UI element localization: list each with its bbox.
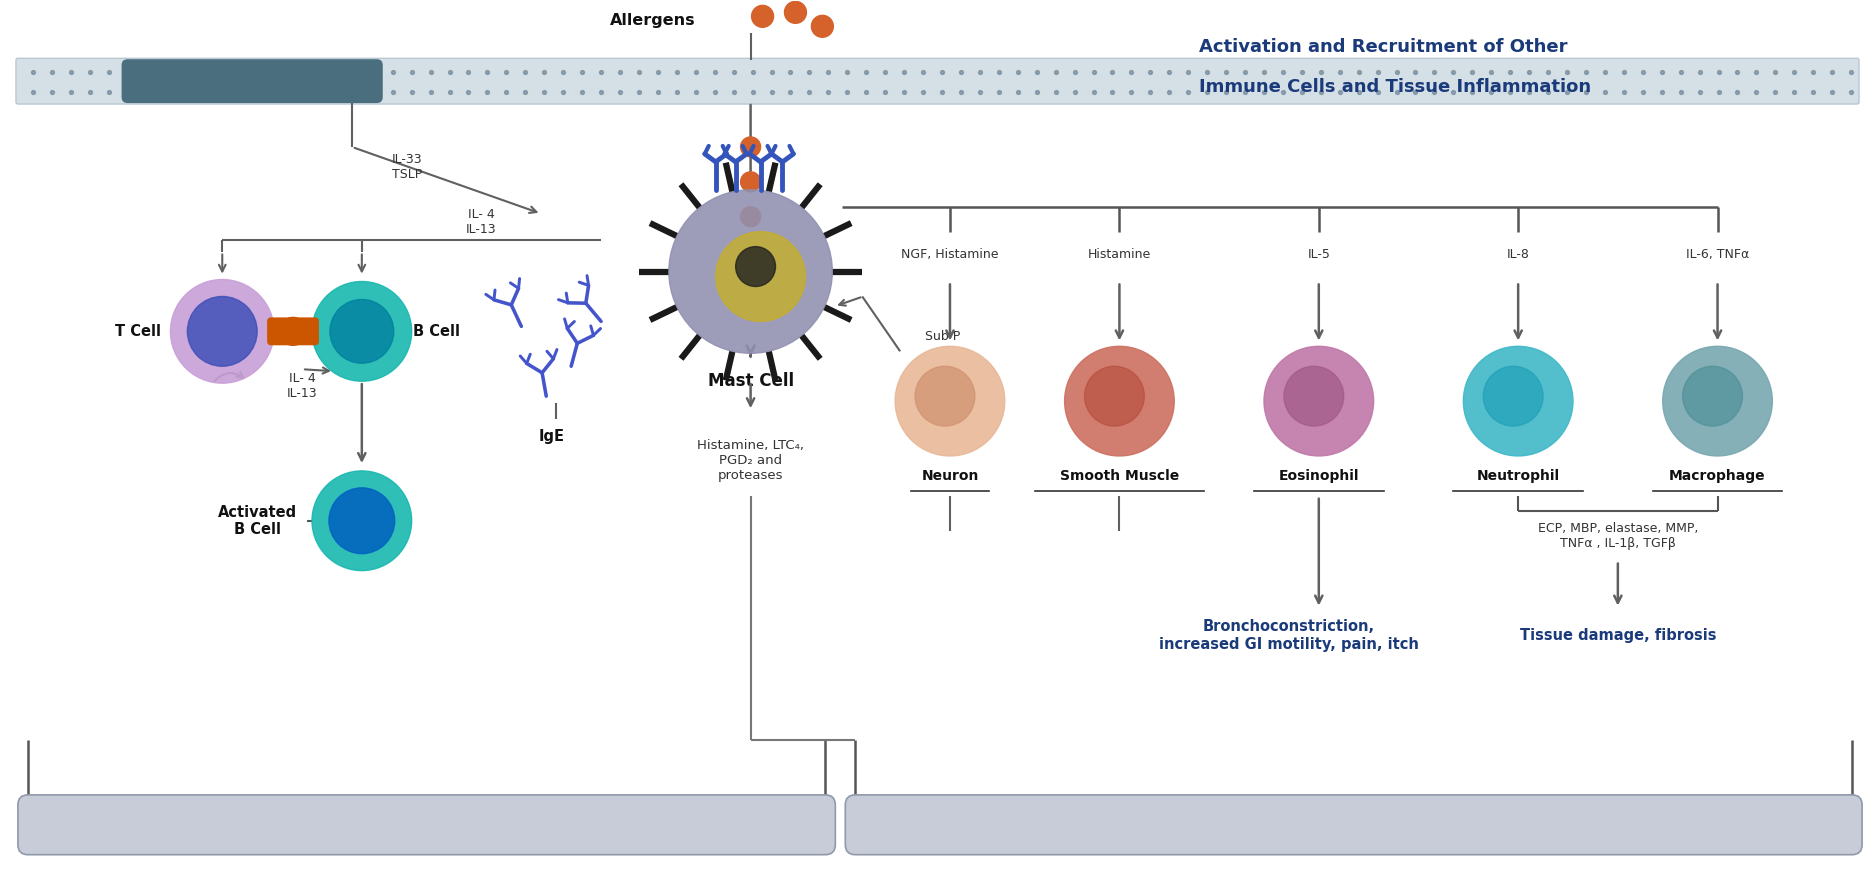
Circle shape (1064, 346, 1174, 456)
Circle shape (670, 189, 833, 353)
Circle shape (717, 232, 805, 322)
Circle shape (1084, 366, 1144, 426)
Text: Macrophage: Macrophage (1670, 469, 1765, 483)
Text: Sub P: Sub P (925, 329, 961, 343)
Text: Histamine, LTC₄,
PGD₂ and
proteases: Histamine, LTC₄, PGD₂ and proteases (698, 440, 805, 483)
Text: Allergens: Allergens (610, 13, 696, 28)
Circle shape (328, 488, 394, 553)
Circle shape (280, 317, 308, 345)
Text: Mast Cell: Mast Cell (707, 372, 794, 390)
Text: Eosinophil: Eosinophil (1279, 469, 1358, 483)
Text: Histamine: Histamine (1088, 248, 1152, 261)
Text: IgE: IgE (538, 428, 565, 443)
Text: Neuron: Neuron (921, 469, 979, 483)
FancyBboxPatch shape (266, 317, 319, 345)
Circle shape (1463, 346, 1572, 456)
Circle shape (1662, 346, 1773, 456)
Circle shape (1484, 366, 1544, 426)
FancyBboxPatch shape (15, 58, 1859, 104)
FancyBboxPatch shape (122, 59, 383, 103)
Circle shape (752, 5, 773, 27)
Text: Smooth Muscle: Smooth Muscle (1060, 469, 1178, 483)
Text: Activation and Recruitment of Other: Activation and Recruitment of Other (1199, 38, 1568, 56)
Text: IL-8: IL-8 (1506, 248, 1529, 261)
Text: SENSITIZATION: SENSITIZATION (362, 818, 492, 833)
Text: Activated
B Cell: Activated B Cell (218, 505, 296, 537)
Circle shape (741, 172, 760, 192)
Text: ACUTE AND CHRONIC INFLAMMATION: ACUTE AND CHRONIC INFLAMMATION (1193, 818, 1514, 833)
Circle shape (311, 282, 411, 381)
Circle shape (812, 15, 833, 37)
Circle shape (741, 137, 760, 157)
Circle shape (1683, 366, 1743, 426)
Circle shape (915, 366, 976, 426)
Circle shape (188, 296, 257, 366)
Text: B Cell: B Cell (413, 324, 460, 339)
Text: IL- 4
IL-13: IL- 4 IL-13 (287, 372, 317, 400)
Text: Bronchoconstriction,
increased GI motility, pain, itch: Bronchoconstriction, increased GI motili… (1159, 619, 1418, 652)
Circle shape (1264, 346, 1373, 456)
Circle shape (311, 471, 411, 571)
Circle shape (784, 2, 807, 23)
Circle shape (741, 207, 760, 226)
Text: ECP, MBP, elastase, MMP,
TNFα , IL-1β, TGFβ: ECP, MBP, elastase, MMP, TNFα , IL-1β, T… (1538, 522, 1698, 550)
Circle shape (1283, 366, 1343, 426)
Circle shape (895, 346, 1006, 456)
Text: Tissue damage, fibrosis: Tissue damage, fibrosis (1520, 628, 1717, 643)
Text: IL- 4
IL-13: IL- 4 IL-13 (465, 208, 497, 236)
Text: IL-6, TNFα: IL-6, TNFα (1687, 248, 1748, 261)
Text: T Cell: T Cell (114, 324, 161, 339)
Circle shape (330, 300, 394, 363)
Text: Epithelium: Epithelium (203, 72, 302, 90)
Circle shape (735, 247, 775, 286)
Circle shape (171, 279, 274, 383)
Text: NGF, Histamine: NGF, Histamine (900, 248, 998, 261)
FancyBboxPatch shape (846, 795, 1863, 855)
FancyBboxPatch shape (19, 795, 835, 855)
Text: IL-33
TSLP: IL-33 TSLP (392, 153, 422, 181)
Text: Neutrophil: Neutrophil (1476, 469, 1559, 483)
Text: Immune Cells and Tissue Inflammation: Immune Cells and Tissue Inflammation (1199, 78, 1591, 96)
Text: IL-5: IL-5 (1308, 248, 1330, 261)
